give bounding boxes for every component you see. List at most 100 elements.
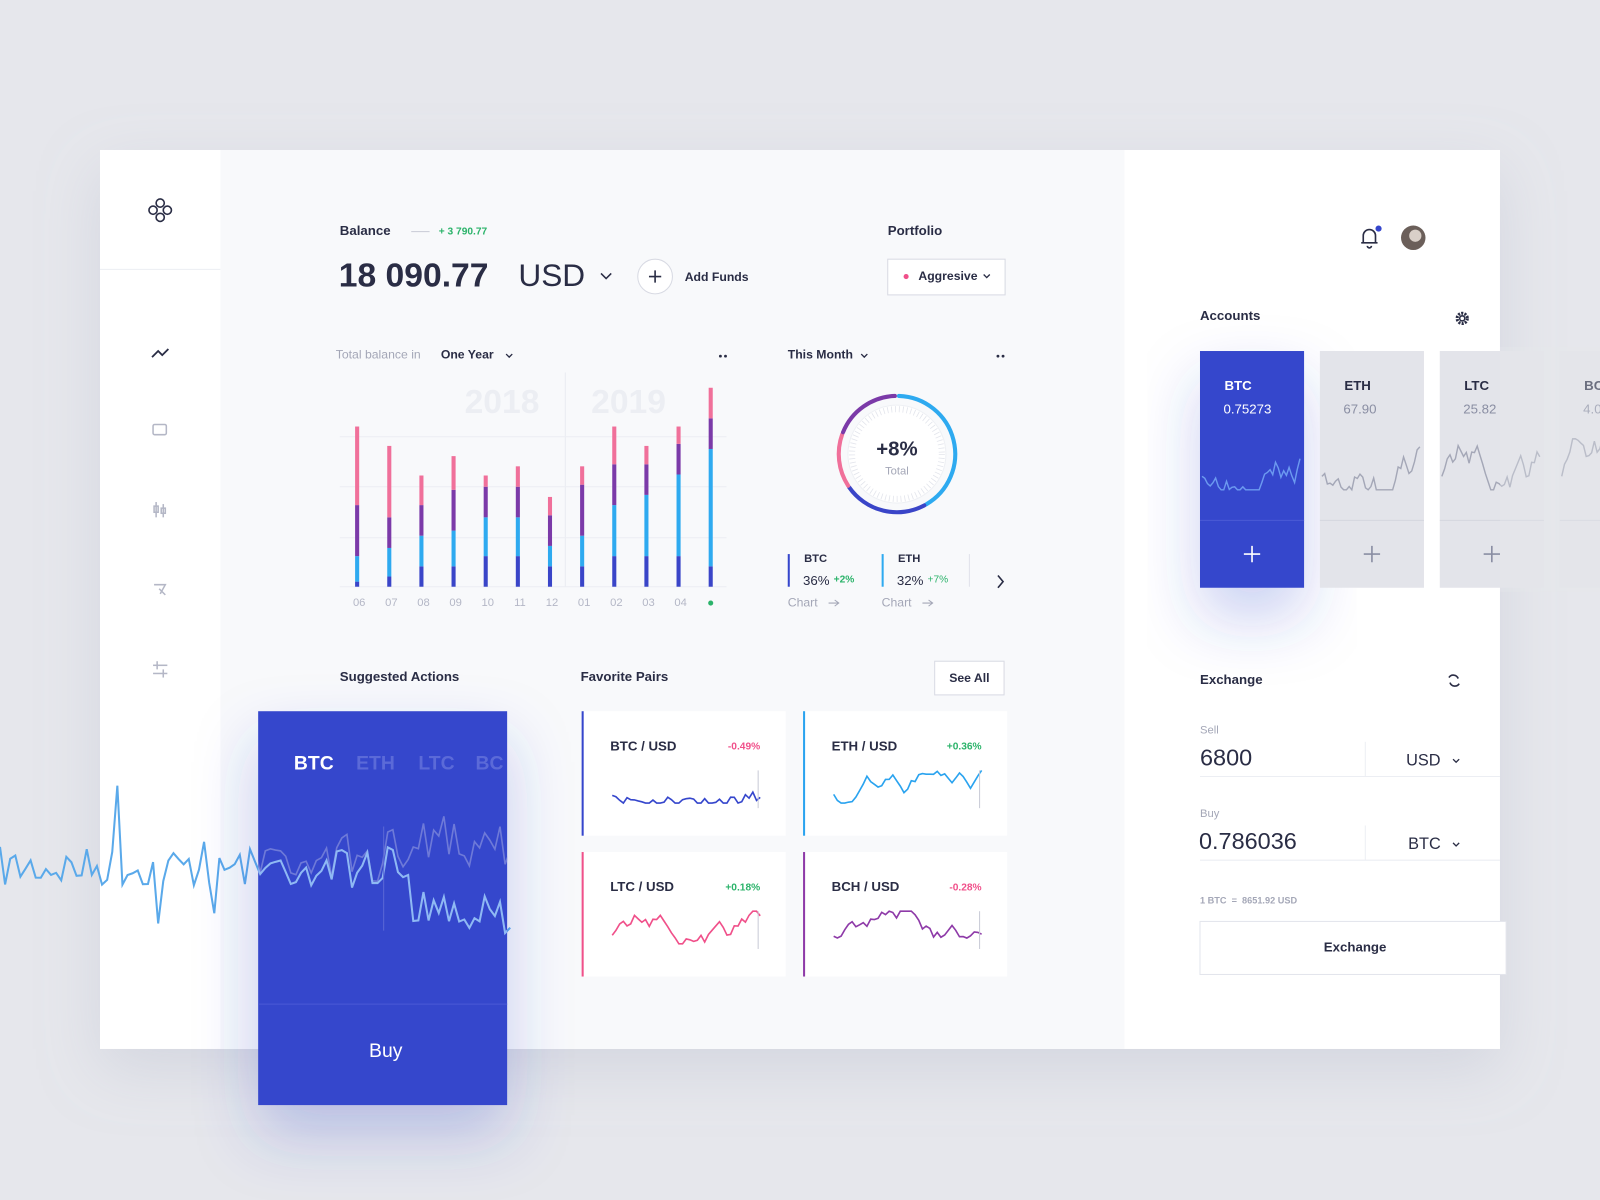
add-funds-label[interactable]: Add Funds <box>685 270 749 284</box>
refresh-icon[interactable] <box>1448 674 1460 687</box>
more-menu[interactable] <box>718 354 727 358</box>
bar-segment <box>355 426 360 506</box>
dropdown-arrow <box>860 353 868 359</box>
currency-dropdown[interactable] <box>600 272 612 280</box>
pair-card[interactable] <box>803 711 1008 836</box>
bar-chart: 06 07 08 09 10 11 12 01 02 03 04 <box>353 387 714 609</box>
buy-currency[interactable]: BTC <box>1408 835 1441 853</box>
x-tick-label: 04 <box>674 597 686 609</box>
buy-button[interactable]: Buy <box>369 1040 403 1062</box>
x-tick-label: 09 <box>449 597 461 609</box>
bar-segment <box>676 426 681 444</box>
year-label: 2018 <box>465 384 540 421</box>
portfolio-label: Portfolio <box>888 223 942 238</box>
chart-link[interactable]: Chart <box>882 595 913 609</box>
chart-period[interactable]: One Year <box>441 347 494 361</box>
pair-accent <box>581 711 584 836</box>
plus-icon <box>1363 545 1381 563</box>
next-button[interactable] <box>997 574 1005 589</box>
exchange-button[interactable] <box>1199 920 1507 975</box>
total-change: +8% <box>876 438 917 460</box>
tab[interactable]: LTC <box>418 752 454 774</box>
gear-icon[interactable] <box>1455 311 1469 325</box>
pair-name: BTC / USD <box>610 738 677 753</box>
bar-segment <box>676 556 681 587</box>
bar-segment <box>387 445 392 518</box>
bar-segment <box>612 464 617 506</box>
account-amount: 67.90 <box>1343 402 1376 417</box>
pair-card[interactable] <box>581 852 786 977</box>
exchange-button-label[interactable]: Exchange <box>1324 939 1387 954</box>
more-menu[interactable] <box>996 354 1005 358</box>
nav-chart-icon[interactable] <box>151 348 170 358</box>
bar-segment <box>612 426 617 465</box>
year-label: 2019 <box>591 384 666 421</box>
tab[interactable]: ETH <box>356 752 395 774</box>
bar-segment <box>708 566 713 587</box>
buy-amount[interactable]: 0.786036 <box>1199 828 1297 854</box>
bar-segment <box>419 475 424 506</box>
suggested-card <box>258 711 508 1106</box>
x-tick-label: 08 <box>417 597 429 609</box>
pair-change: +0.36% <box>947 742 982 753</box>
bar-segment <box>387 576 392 587</box>
nav-settings-icon[interactable] <box>153 661 168 678</box>
month-period[interactable]: This Month <box>788 347 853 361</box>
pair-accent <box>803 711 806 836</box>
coin-name: ETH <box>898 553 920 565</box>
bar-segment <box>644 494 649 557</box>
nav-wallet-icon[interactable] <box>152 423 168 436</box>
plus-icon <box>1483 545 1500 563</box>
bar-segment <box>483 556 488 587</box>
account-amount: 25.82 <box>1463 402 1496 417</box>
guide-lines <box>339 436 727 588</box>
bar-segment <box>483 486 488 518</box>
see-all-label[interactable]: See All <box>949 671 989 685</box>
tab[interactable]: BC <box>476 752 504 774</box>
pair-name: LTC / USD <box>610 879 674 894</box>
sparkline <box>1441 443 1541 491</box>
sell-amount[interactable]: 6800 <box>1200 744 1252 770</box>
bar-segment <box>515 556 520 587</box>
account-name: LTC <box>1464 378 1489 393</box>
chart-link[interactable]: Chart <box>788 595 819 609</box>
pair-card[interactable] <box>581 711 786 836</box>
sell-currency[interactable]: USD <box>1406 752 1440 770</box>
avatar-face <box>1409 229 1422 242</box>
tab-active[interactable]: BTC <box>294 752 334 774</box>
plus-icon <box>648 270 662 283</box>
balance-label: Balance <box>340 223 391 238</box>
section-title: Exchange <box>1200 672 1263 687</box>
dropdown-arrow <box>1452 842 1460 847</box>
logo <box>148 198 173 223</box>
donut-arc <box>836 432 851 488</box>
bar-segment <box>387 517 392 548</box>
bar-segment <box>419 535 424 567</box>
account-cards: BTC 0.75273 ETH 67.90 LTC 25.82 BC 4.0 <box>1199 346 1600 592</box>
account-amount: 4.0 <box>1583 402 1600 417</box>
portfolio-option[interactable]: Aggresive <box>918 269 977 283</box>
balance-currency: USD <box>518 257 585 293</box>
nav-candles-icon[interactable] <box>153 502 167 518</box>
chart-caption: Total balance in <box>336 347 421 361</box>
donut-arc <box>847 485 927 515</box>
bar-segment <box>708 387 713 419</box>
plus-icon <box>1243 545 1261 563</box>
nav-exchange-icon[interactable] <box>154 583 167 596</box>
bar-segment <box>483 517 488 557</box>
see-all-button[interactable] <box>934 660 1005 696</box>
bar-segment <box>708 418 713 449</box>
bell-icon[interactable] <box>1361 228 1378 249</box>
donut-inner <box>847 404 947 504</box>
price-line <box>258 816 508 883</box>
coin-change: +7% <box>928 574 949 585</box>
bar-segment <box>515 517 520 557</box>
account-card[interactable] <box>1559 351 1600 588</box>
field-label: Buy <box>1200 808 1220 820</box>
x-tick-label: 11 <box>514 597 526 609</box>
pair-card[interactable] <box>803 852 1008 977</box>
status-dot <box>903 273 909 280</box>
balance-change: + 3 790.77 <box>439 226 488 237</box>
